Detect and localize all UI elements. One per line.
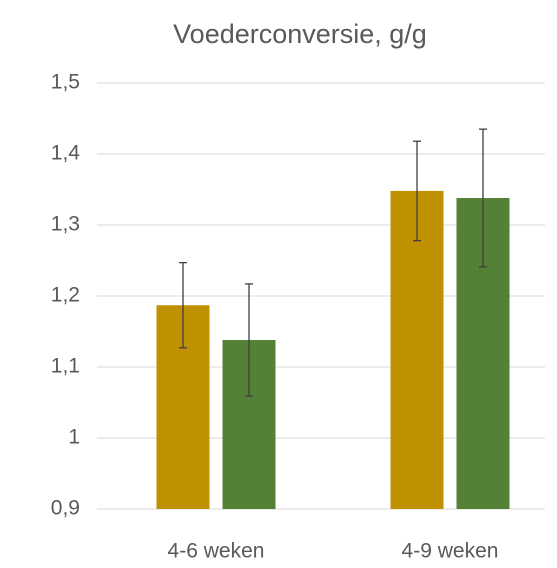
y-tick-label: 1,2	[51, 284, 80, 307]
y-tick-label: 1,5	[51, 71, 80, 94]
x-tick-label: 4-9 weken	[402, 540, 499, 563]
error-bar	[179, 261, 187, 349]
y-tick-label: 0,9	[51, 497, 80, 520]
error-bar	[245, 283, 253, 397]
bar	[390, 190, 444, 510]
x-tick-label: 4-6 weken	[168, 540, 265, 563]
chart-title: Voederconversie, g/g	[173, 19, 427, 49]
error-bar	[479, 128, 487, 268]
y-tick-label: 1,1	[51, 355, 80, 378]
y-tick-label: 1	[68, 426, 80, 449]
y-tick-label: 1,4	[51, 142, 81, 165]
error-bar	[413, 140, 421, 242]
y-tick-label: 1,3	[51, 213, 80, 236]
